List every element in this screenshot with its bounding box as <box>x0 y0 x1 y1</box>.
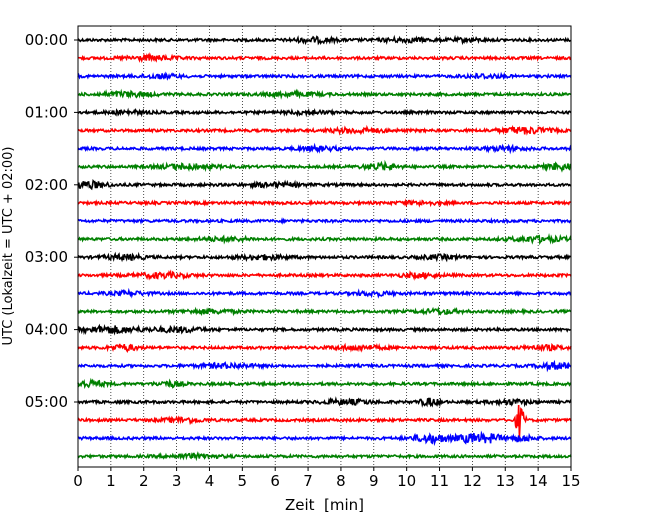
x-tick-label: 0 <box>73 472 83 490</box>
y-tick-label: 03:00 <box>25 248 68 266</box>
y-tick-label: 04:00 <box>25 321 68 339</box>
x-tick-label: 13 <box>496 472 515 490</box>
x-tick-label: 11 <box>430 472 449 490</box>
x-tick-label: 8 <box>336 472 346 490</box>
x-axis-label: Zeit [min] <box>285 496 364 514</box>
trace-0215 <box>77 198 572 208</box>
x-tick-label: 4 <box>205 472 215 490</box>
x-tick-label: 12 <box>463 472 482 490</box>
x-axis: 0 1 2 3 4 5 6 7 8 9 10 11 12 13 14 15 <box>73 467 581 490</box>
traces <box>77 34 572 462</box>
trace-0100 <box>77 107 572 118</box>
trace-0030 <box>77 71 572 81</box>
y-tick-label: 02:00 <box>25 176 68 194</box>
y-tick-label: 00:00 <box>25 31 68 49</box>
trace-0545 <box>77 451 572 462</box>
x-tick-label: 3 <box>172 472 182 490</box>
trace-0430 <box>77 359 572 373</box>
trace-0330 <box>77 287 572 299</box>
trace-0345 <box>77 306 572 317</box>
trace-0415 <box>77 342 572 354</box>
trace-0200 <box>77 179 572 191</box>
trace-0315 <box>77 269 572 281</box>
y-axis: 00:00 01:00 02:00 03:00 04:00 05:00 <box>25 31 78 411</box>
trace-0500 <box>77 396 572 408</box>
trace-0130 <box>77 142 572 155</box>
trace-0015 <box>77 51 572 64</box>
x-tick-label: 1 <box>106 472 116 490</box>
x-tick-label: 2 <box>139 472 149 490</box>
trace-0000 <box>77 34 572 46</box>
x-tick-label: 10 <box>397 472 416 490</box>
x-tick-label: 7 <box>303 472 313 490</box>
x-tick-label: 6 <box>270 472 280 490</box>
trace-0245 <box>77 233 572 246</box>
x-tick-label: 14 <box>529 472 548 490</box>
trace-0145 <box>77 159 572 173</box>
trace-0230 <box>77 217 572 225</box>
trace-0300 <box>77 251 572 263</box>
trace-0445 <box>77 377 572 390</box>
x-tick-label: 9 <box>369 472 379 490</box>
trace-0115 <box>77 124 572 136</box>
y-tick-label: 01:00 <box>25 103 68 121</box>
plot-frame <box>77 25 572 468</box>
x-tick-label: 15 <box>561 472 580 490</box>
y-axis-label: UTC (Lokalzeit = UTC + 02:00) <box>1 147 16 346</box>
trace-0530 <box>77 430 572 447</box>
y-tick-label: 05:00 <box>25 393 68 411</box>
trace-0515 <box>77 404 572 438</box>
x-tick-label: 5 <box>238 472 248 490</box>
trace-0045 <box>77 88 572 100</box>
trace-0400 <box>77 323 572 336</box>
